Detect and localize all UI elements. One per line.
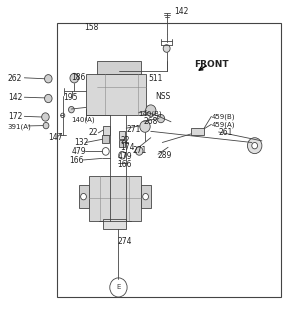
Bar <box>102 135 109 143</box>
Text: 268: 268 <box>144 117 158 126</box>
Text: 166: 166 <box>69 156 84 164</box>
Text: 140(A): 140(A) <box>71 117 95 124</box>
Circle shape <box>43 123 49 129</box>
Circle shape <box>81 194 86 200</box>
Bar <box>79 186 89 208</box>
Text: 262: 262 <box>8 74 22 83</box>
Bar <box>103 219 126 228</box>
Bar <box>103 125 110 134</box>
Text: 289: 289 <box>158 151 172 160</box>
Circle shape <box>140 121 150 132</box>
Text: 271: 271 <box>126 125 141 134</box>
Circle shape <box>61 113 65 118</box>
Bar <box>86 74 146 116</box>
Text: 271: 271 <box>132 146 146 155</box>
Circle shape <box>42 113 49 121</box>
Circle shape <box>110 278 127 297</box>
Text: 261: 261 <box>219 128 233 137</box>
Text: E: E <box>116 284 121 291</box>
Bar <box>119 131 125 139</box>
Circle shape <box>163 45 170 52</box>
Text: 132: 132 <box>74 138 89 147</box>
Text: 479: 479 <box>117 152 132 161</box>
Circle shape <box>252 142 258 149</box>
Circle shape <box>146 105 156 116</box>
Text: 195: 195 <box>63 93 77 102</box>
Text: NSS: NSS <box>155 92 170 101</box>
Circle shape <box>70 73 79 83</box>
Text: 166: 166 <box>117 160 132 169</box>
Circle shape <box>247 138 262 154</box>
Text: FRONT: FRONT <box>194 60 229 69</box>
Text: 459(B): 459(B) <box>211 114 235 120</box>
Text: 142: 142 <box>8 93 22 102</box>
Circle shape <box>135 147 143 155</box>
Text: 147: 147 <box>48 133 63 142</box>
Text: 22: 22 <box>120 136 130 145</box>
Text: 22: 22 <box>89 128 98 137</box>
Bar <box>191 127 204 134</box>
Text: 459(A): 459(A) <box>211 122 235 128</box>
Bar <box>119 140 125 147</box>
Bar <box>89 176 141 220</box>
Text: 174: 174 <box>120 143 135 152</box>
Text: 274: 274 <box>117 237 132 246</box>
Circle shape <box>68 107 74 113</box>
Text: 158: 158 <box>84 23 99 32</box>
Text: 172: 172 <box>8 113 22 122</box>
Text: 391(A): 391(A) <box>8 123 32 130</box>
Bar <box>141 186 151 208</box>
Text: 142: 142 <box>174 7 188 16</box>
Text: 479: 479 <box>71 147 86 156</box>
Text: 511: 511 <box>148 74 162 83</box>
Text: 140(B): 140(B) <box>139 110 162 117</box>
Circle shape <box>143 194 148 200</box>
Bar <box>97 61 141 74</box>
Circle shape <box>45 94 52 103</box>
Text: 186: 186 <box>71 73 86 82</box>
Bar <box>57 23 281 297</box>
Circle shape <box>45 75 52 83</box>
Circle shape <box>157 115 165 123</box>
